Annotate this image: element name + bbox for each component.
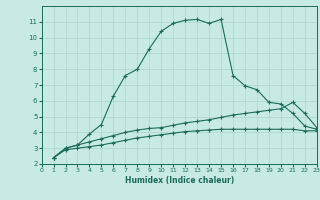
X-axis label: Humidex (Indice chaleur): Humidex (Indice chaleur) <box>124 176 234 185</box>
